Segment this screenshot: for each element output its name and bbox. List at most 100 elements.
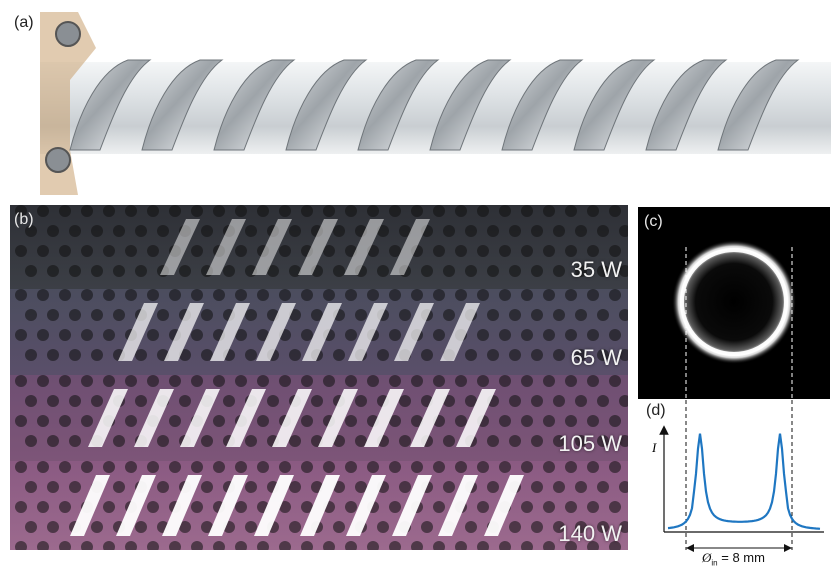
- plasma-band: [410, 389, 450, 447]
- mesh-hole: [597, 349, 609, 361]
- mesh-hole: [455, 541, 467, 550]
- mesh-hole: [575, 265, 587, 277]
- mesh-hole: [411, 375, 423, 387]
- mesh-hole: [487, 481, 499, 493]
- plasma-band: [302, 303, 342, 361]
- mesh-hole: [443, 395, 455, 407]
- mesh-hole: [521, 329, 533, 341]
- mesh-hole: [191, 375, 203, 387]
- mesh-hole: [499, 375, 511, 387]
- mesh-hole: [553, 265, 565, 277]
- mesh-hole: [59, 205, 71, 217]
- mesh-hole: [279, 375, 291, 387]
- mesh-hole: [279, 541, 291, 550]
- mesh-hole: [245, 309, 257, 321]
- mesh-hole: [619, 265, 628, 277]
- mesh-hole: [279, 289, 291, 301]
- mesh-hole: [81, 329, 93, 341]
- mesh-hole: [91, 395, 103, 407]
- mesh-hole: [543, 541, 555, 550]
- mesh-hole: [59, 501, 71, 513]
- mesh-hole: [81, 541, 93, 550]
- mesh-hole: [191, 205, 203, 217]
- mesh-hole: [213, 375, 225, 387]
- mesh-hole: [257, 375, 269, 387]
- mesh-hole: [37, 541, 49, 550]
- mesh-hole: [619, 309, 628, 321]
- mesh-hole: [499, 415, 511, 427]
- panel-b-label: (b): [14, 211, 34, 228]
- mesh-hole: [521, 289, 533, 301]
- mesh-hole: [69, 349, 81, 361]
- mesh-hole: [443, 481, 455, 493]
- mesh-hole: [169, 205, 181, 217]
- mesh-hole: [279, 501, 291, 513]
- mesh-hole: [575, 521, 587, 533]
- mesh-hole: [223, 395, 235, 407]
- mesh-hole: [531, 395, 543, 407]
- mesh-hole: [279, 205, 291, 217]
- screw-bottom: [45, 147, 71, 173]
- mesh-hole: [323, 461, 335, 473]
- mesh-hole: [433, 245, 445, 257]
- mesh-hole: [443, 225, 455, 237]
- plasma-band: [118, 303, 158, 361]
- mesh-hole: [257, 289, 269, 301]
- mesh-hole: [443, 435, 455, 447]
- mesh-hole: [421, 521, 433, 533]
- mesh-hole: [619, 225, 628, 237]
- mesh-hole: [597, 265, 609, 277]
- mesh-hole: [345, 375, 357, 387]
- plasma-band: [208, 475, 248, 536]
- mesh-hole: [355, 395, 367, 407]
- mesh-hole: [499, 461, 511, 473]
- mesh-hole: [531, 435, 543, 447]
- mesh-hole: [191, 501, 203, 513]
- mesh-hole: [15, 501, 27, 513]
- mesh-hole: [565, 461, 577, 473]
- mesh-hole: [399, 395, 411, 407]
- mesh-hole: [531, 521, 543, 533]
- mesh-hole: [157, 481, 169, 493]
- mesh-hole: [345, 541, 357, 550]
- mesh-hole: [587, 289, 599, 301]
- mesh-hole: [543, 501, 555, 513]
- mesh-hole: [465, 225, 477, 237]
- mesh-hole: [81, 289, 93, 301]
- plasma-band: [298, 219, 338, 275]
- mesh-hole: [301, 205, 313, 217]
- mesh-hole: [389, 461, 401, 473]
- mesh-hole: [389, 245, 401, 257]
- mesh-hole: [587, 415, 599, 427]
- mesh-hole: [411, 205, 423, 217]
- mesh-hole: [81, 461, 93, 473]
- mesh-hole: [345, 415, 357, 427]
- plasma-band: [390, 219, 430, 275]
- mesh-hole: [575, 225, 587, 237]
- mesh-hole: [433, 329, 445, 341]
- mesh-hole: [267, 395, 279, 407]
- mesh-hole: [345, 289, 357, 301]
- mesh-hole: [367, 375, 379, 387]
- mesh-hole: [113, 435, 125, 447]
- mesh-hole: [543, 289, 555, 301]
- mesh-hole: [521, 461, 533, 473]
- mesh-hole: [367, 289, 379, 301]
- mesh-hole: [587, 461, 599, 473]
- mesh-hole: [289, 521, 301, 533]
- mesh-hole: [565, 375, 577, 387]
- mesh-hole: [455, 205, 467, 217]
- mesh-hole: [15, 329, 27, 341]
- mesh-hole: [69, 435, 81, 447]
- mesh-hole: [597, 521, 609, 533]
- mesh-hole: [69, 309, 81, 321]
- mesh-hole: [301, 501, 313, 513]
- plasma-band: [300, 475, 340, 536]
- mesh-hole: [487, 265, 499, 277]
- mesh-hole: [587, 375, 599, 387]
- mesh-hole: [125, 245, 137, 257]
- panel-c-label: (c): [644, 213, 663, 230]
- mesh-hole: [135, 521, 147, 533]
- mesh-hole: [47, 481, 59, 493]
- mesh-hole: [355, 309, 367, 321]
